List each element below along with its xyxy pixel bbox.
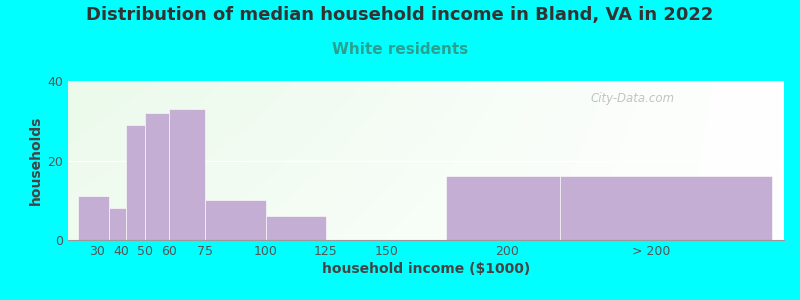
Bar (206, 200, 266, 240)
Bar (170, 109, 206, 240)
Bar (78, 196, 109, 240)
Bar (446, 176, 560, 240)
Text: Distribution of median household income in Bland, VA in 2022: Distribution of median household income … (86, 6, 714, 24)
Text: White residents: White residents (332, 42, 468, 57)
Bar (266, 216, 326, 240)
Bar (145, 113, 170, 240)
Bar (109, 208, 126, 240)
Y-axis label: households: households (29, 116, 43, 205)
Text: City-Data.com: City-Data.com (590, 92, 675, 105)
Bar (126, 125, 145, 240)
X-axis label: household income ($1000): household income ($1000) (322, 262, 530, 276)
Bar (560, 176, 772, 240)
